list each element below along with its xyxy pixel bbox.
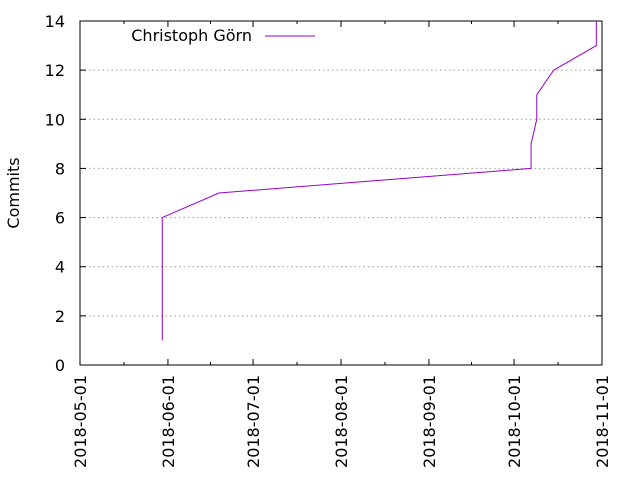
y-axis-title: Commits — [4, 157, 23, 228]
y-tick-label: 4 — [55, 258, 65, 277]
grid-lines — [80, 69, 602, 317]
x-tick-label: 2018-10-01 — [505, 375, 524, 468]
y-tick-label: 10 — [45, 110, 65, 129]
plot-border — [79, 20, 603, 366]
series-line — [161, 21, 597, 341]
y-tick-label: 8 — [55, 159, 65, 178]
legend: Christoph Görn — [131, 26, 315, 45]
x-tick-labels: 2018-05-01 2018-06-01 2018-07-01 2018-08-01… — [71, 375, 612, 468]
x-tick-label: 2018-06-01 — [159, 375, 178, 468]
y-tick-label: 2 — [55, 307, 65, 326]
y-tick-label: 12 — [45, 61, 65, 80]
x-tick-label: 2018-09-01 — [420, 375, 439, 468]
y-tick-label: 0 — [55, 356, 65, 375]
axis-ticks — [79, 20, 603, 366]
x-tick-label: 2018-05-01 — [71, 375, 90, 468]
x-tick-label: 2018-07-01 — [244, 375, 263, 468]
series-group — [161, 20, 597, 341]
y-tick-labels: 0 2 4 6 8 10 12 14 — [45, 12, 65, 375]
y-tick-label: 6 — [55, 209, 65, 228]
legend-label: Christoph Görn — [131, 26, 252, 45]
x-tick-label: 2018-08-01 — [332, 375, 351, 468]
x-tick-label: 2018-11-01 — [593, 375, 612, 468]
y-tick-label: 14 — [45, 12, 65, 31]
